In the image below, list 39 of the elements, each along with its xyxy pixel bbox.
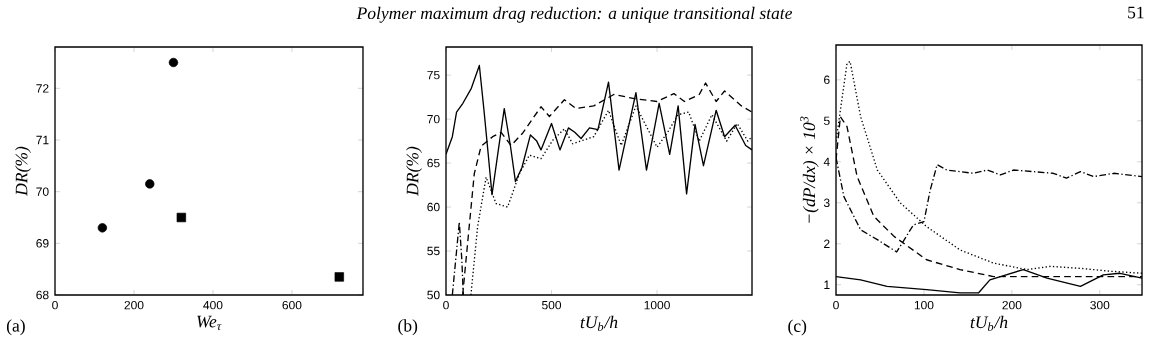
y-axis-title: DR(%) — [15, 146, 31, 196]
y-tick-label: 4 — [823, 157, 830, 166]
x-tick-label: 500 — [541, 300, 562, 310]
chart-title: Polymer maximum drag reduction: a unique transitional state — [356, 6, 793, 23]
y-axis-title: DR(%) — [406, 146, 422, 196]
y-tick-label: 55 — [427, 246, 440, 256]
text: (b) — [398, 319, 418, 336]
y-tick-label: 65 — [427, 158, 440, 168]
x-tick-label: 0 — [833, 300, 839, 310]
y-tick-label: 5 — [823, 116, 830, 125]
x-tick-label: 600 — [282, 300, 302, 310]
y-tick-label: 70 — [427, 114, 440, 124]
y-axis-title: −(dP/dx) × 10$^{3}$ — [800, 116, 819, 223]
y-tick-label: 75 — [427, 70, 440, 80]
y-tick-label: 50 — [427, 290, 440, 300]
x-axis-title: We$_{τ}$ — [197, 315, 222, 331]
x-tick-label: 0 — [52, 300, 58, 310]
x-axis-title: tU$_{b}$/h — [580, 315, 618, 331]
x-tick-label: 300 — [1090, 300, 1110, 310]
x-axis-title: tU$_{b}$/h — [970, 315, 1008, 331]
x-tick-label: 1000 — [644, 300, 670, 310]
y-tick-label: 1 — [824, 280, 830, 289]
y-tick-label: 72 — [36, 84, 49, 93]
text: (a) — [6, 319, 25, 336]
text: (c) — [788, 319, 807, 336]
y-tick-label: 71 — [36, 135, 49, 145]
x-tick-label: 200 — [124, 300, 144, 310]
x-tick-label: 200 — [1002, 300, 1022, 310]
y-tick-label: 69 — [36, 239, 49, 248]
y-tick-label: 2 — [824, 239, 830, 248]
text: 51 — [1128, 6, 1144, 19]
y-tick-label: 70 — [36, 187, 49, 196]
x-tick-label: 400 — [203, 300, 223, 310]
y-tick-label: 3 — [823, 198, 830, 208]
x-tick-label: 0 — [443, 300, 449, 310]
y-tick-label: 60 — [427, 202, 440, 212]
y-tick-label: 6 — [824, 75, 830, 85]
y-tick-label: 68 — [36, 290, 49, 300]
x-tick-label: 100 — [914, 300, 934, 310]
